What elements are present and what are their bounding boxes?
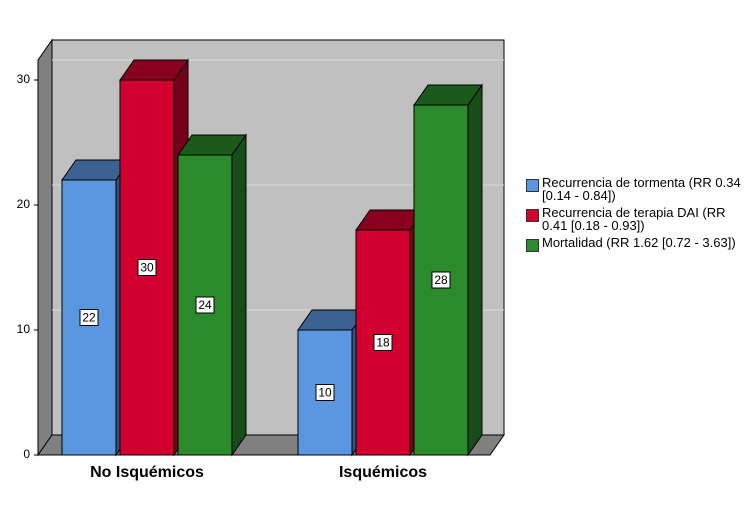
legend-swatch bbox=[526, 179, 539, 192]
legend-label: Recurrencia de tormenta (RR 0.34 [0.14 -… bbox=[542, 175, 741, 203]
legend: Recurrencia de tormenta (RR 0.34 [0.14 -… bbox=[526, 176, 744, 256]
data-label-box bbox=[431, 271, 451, 289]
data-label: 10 bbox=[318, 386, 332, 400]
legend-label: Recurrencia de terapia DAI (RR 0.41 [0.1… bbox=[542, 205, 726, 233]
side-wall bbox=[37, 38, 53, 457]
y-tick-label: 0 bbox=[23, 447, 30, 461]
data-label-box bbox=[373, 334, 393, 351]
legend-item: Recurrencia de tormenta (RR 0.34 [0.14 -… bbox=[526, 176, 744, 202]
x-tick-label: Isquémicos bbox=[339, 464, 427, 481]
data-label-box bbox=[315, 384, 335, 401]
legend-label: Mortalidad (RR 1.62 [0.72 - 3.63]) bbox=[542, 235, 736, 250]
legend-swatch bbox=[526, 209, 539, 222]
data-label: 22 bbox=[82, 311, 96, 325]
bar-side bbox=[231, 133, 247, 457]
data-label: 30 bbox=[140, 261, 154, 275]
y-tick-label: 30 bbox=[17, 72, 31, 86]
legend-item: Mortalidad (RR 1.62 [0.72 - 3.63]) bbox=[526, 236, 744, 252]
data-label: 24 bbox=[198, 298, 212, 312]
legend-item: Recurrencia de terapia DAI (RR 0.41 [0.1… bbox=[526, 206, 744, 232]
y-tick-label: 10 bbox=[17, 322, 31, 336]
data-label: 18 bbox=[376, 336, 390, 350]
data-label-box bbox=[137, 259, 157, 276]
data-label: 28 bbox=[434, 273, 448, 287]
bar-side bbox=[467, 83, 483, 457]
data-label-box bbox=[195, 296, 215, 314]
data-label-box bbox=[79, 309, 99, 326]
x-tick-label: No Isquémicos bbox=[90, 464, 204, 481]
legend-swatch bbox=[526, 239, 539, 252]
y-tick-label: 20 bbox=[17, 197, 31, 211]
